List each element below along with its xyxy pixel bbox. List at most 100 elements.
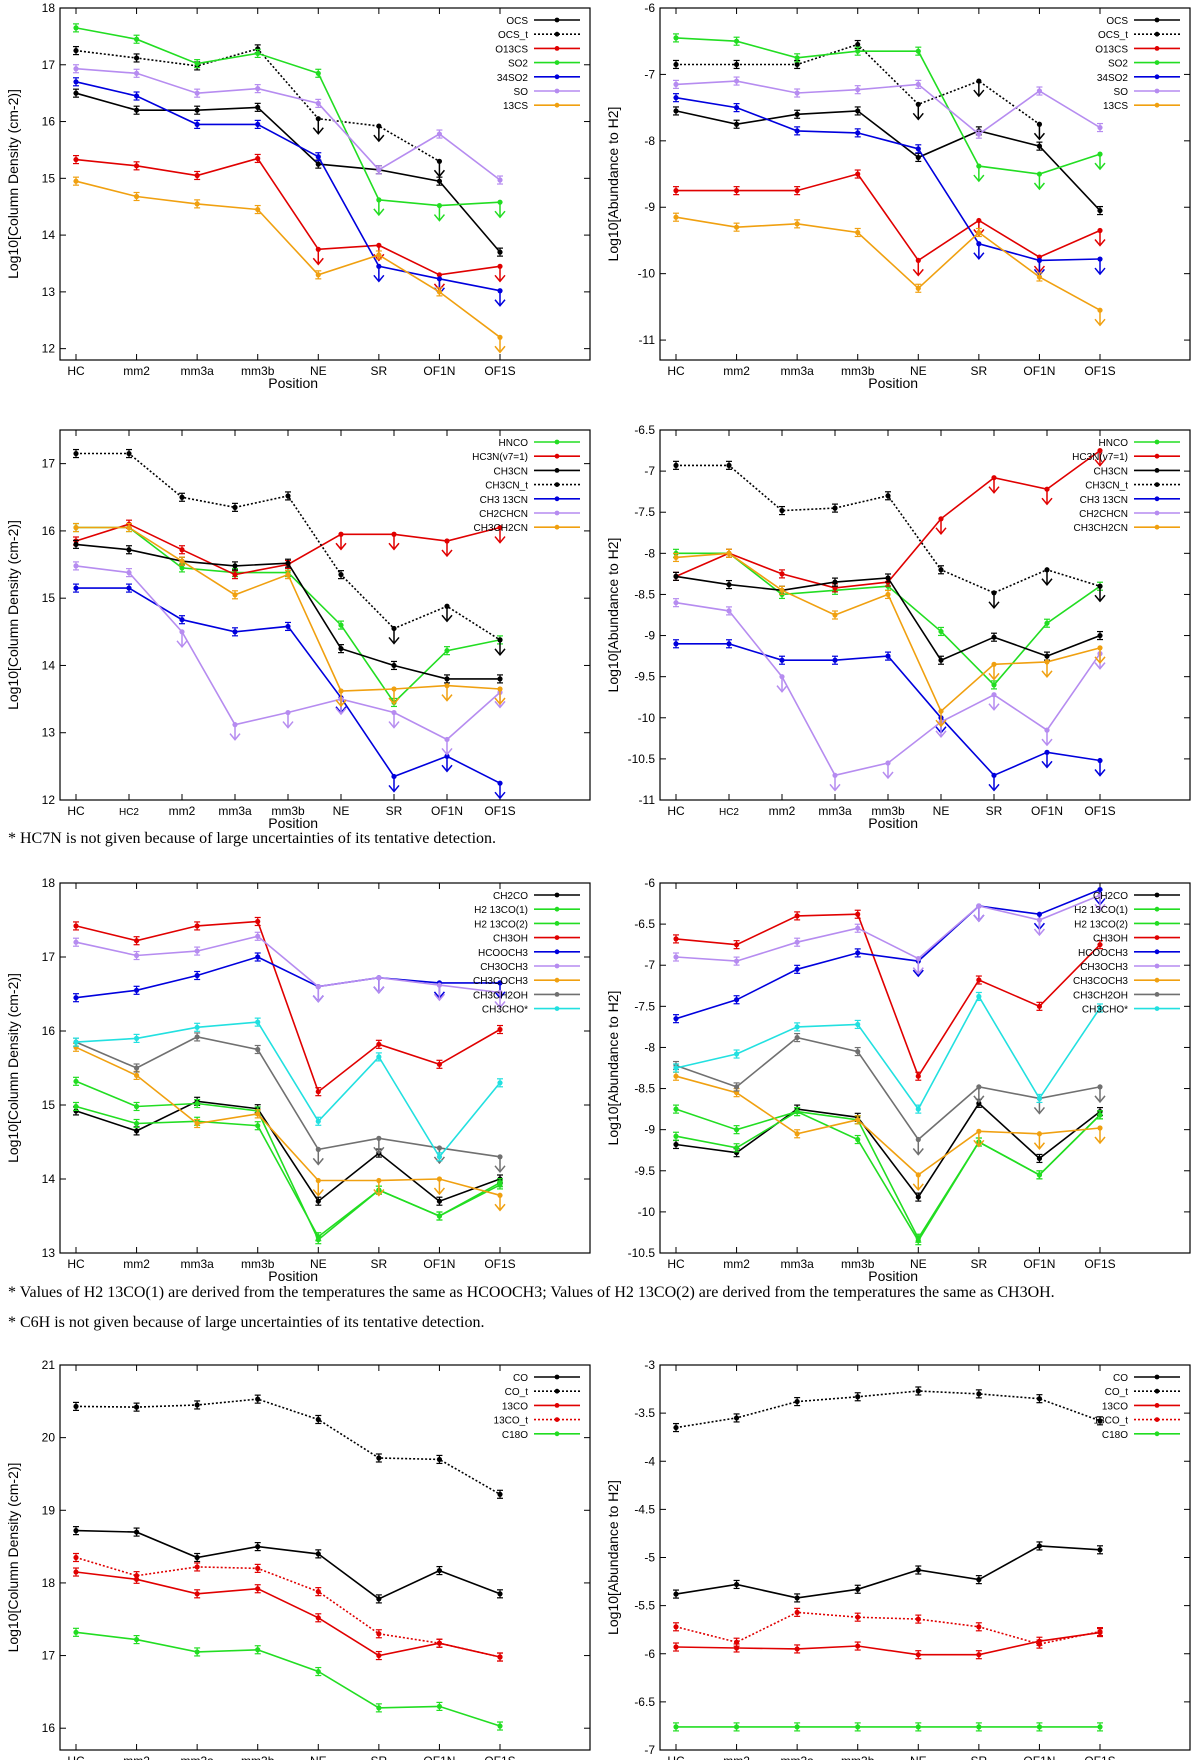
x-tick-label: mm3b bbox=[871, 804, 905, 818]
upper-limit-arrow bbox=[312, 257, 324, 266]
upper-limit-arrow bbox=[433, 1187, 446, 1196]
legend-label: O13CS bbox=[1095, 44, 1128, 55]
legend-marker bbox=[1154, 1374, 1160, 1380]
series-o13cs bbox=[73, 153, 506, 292]
x-tick-label: OF1N bbox=[1023, 364, 1055, 378]
series-ch3ch2oh bbox=[73, 1032, 506, 1173]
x-tick-label: OF1S bbox=[484, 1754, 515, 1760]
y-tick-label: -7 bbox=[644, 1743, 655, 1757]
upper-limit-arrow bbox=[912, 967, 924, 975]
y-tick-label: -9.5 bbox=[634, 670, 655, 684]
legend-label: CH3OH bbox=[493, 934, 528, 945]
series-o13cs bbox=[673, 169, 1106, 277]
series-line bbox=[675, 1075, 1101, 1176]
upper-limit-arrow bbox=[935, 719, 947, 728]
x-tick-label: OF1S bbox=[1084, 804, 1115, 818]
legend-label: CH2CO bbox=[1093, 891, 1128, 902]
legend-marker bbox=[1154, 1403, 1160, 1408]
legend-marker bbox=[554, 892, 560, 898]
upper-limit-arrow bbox=[441, 694, 453, 702]
x-tick-label: NE bbox=[910, 364, 927, 378]
x-tick-label: HC bbox=[667, 804, 685, 818]
legend-marker bbox=[554, 963, 560, 969]
y-tick-label: 17 bbox=[42, 1649, 56, 1663]
upper-limit-arrow bbox=[388, 697, 400, 706]
legend-label: HC3N(v7=1) bbox=[1072, 452, 1128, 463]
x-tick-label: SR bbox=[371, 1754, 388, 1760]
legend-label: CH3CN bbox=[494, 466, 528, 477]
legend-marker bbox=[1154, 74, 1160, 80]
upper-limit-arrow bbox=[1094, 459, 1106, 467]
legend-marker bbox=[1154, 31, 1160, 37]
series-co-t bbox=[73, 1394, 503, 1499]
upper-limit-arrow bbox=[441, 764, 453, 773]
series-ch3cn-t bbox=[73, 448, 506, 657]
y-tick-label: 14 bbox=[42, 228, 56, 242]
legend-marker bbox=[554, 1006, 560, 1011]
upper-limit-arrow bbox=[312, 127, 324, 135]
x-axis-title: Position bbox=[268, 375, 318, 391]
x-tick-label: OF1N bbox=[423, 364, 455, 378]
legend-marker bbox=[554, 949, 560, 955]
y-tick-label: 15 bbox=[42, 171, 56, 185]
legend-label: CH3CHO* bbox=[1082, 1005, 1128, 1016]
series-hnco bbox=[673, 548, 1103, 690]
series-so2 bbox=[673, 33, 1106, 191]
x-tick-label: OF1S bbox=[484, 1257, 515, 1271]
series-line bbox=[675, 96, 1101, 262]
upper-limit-arrow bbox=[312, 1188, 324, 1197]
legend-label: HCOOCH3 bbox=[1078, 948, 1128, 959]
x-tick-label: OF1N bbox=[431, 804, 463, 818]
y-tick-label: -3 bbox=[644, 1358, 655, 1372]
y-axis-title: Log10[Abundance to H2] bbox=[605, 538, 621, 693]
upper-limit-arrow bbox=[388, 542, 400, 551]
legend-label: 13CO_t bbox=[1094, 1416, 1129, 1427]
x-axis-title: Position bbox=[868, 1268, 918, 1284]
legend-label: H2 13CO(1) bbox=[474, 905, 528, 916]
legend-label: OCS bbox=[506, 16, 528, 27]
series-ch3cn bbox=[73, 539, 503, 684]
x-tick-label: mm3a bbox=[780, 1754, 814, 1760]
y-axis-title: Log10[Column Density (cm-2)] bbox=[5, 520, 21, 710]
upper-limit-arrow bbox=[1094, 662, 1106, 670]
note-c6h: * C6H is not given because of large unce… bbox=[8, 1314, 485, 1331]
series-line bbox=[675, 913, 1101, 1078]
series-line bbox=[75, 1529, 501, 1600]
y-tick-label: -8.5 bbox=[634, 587, 655, 601]
x-tick-label: mm2 bbox=[123, 1754, 150, 1760]
x-tick-label: OF1N bbox=[1023, 1754, 1055, 1760]
y-tick-label: 17 bbox=[42, 950, 56, 964]
legend-label: 13CO_t bbox=[494, 1416, 529, 1427]
upper-limit-arrow bbox=[973, 89, 985, 98]
upper-limit-arrow bbox=[988, 486, 1000, 494]
y-axis-title: Log10[Column Density (cm-2)] bbox=[5, 89, 21, 279]
legend-marker bbox=[1154, 935, 1160, 940]
series-34so2 bbox=[73, 77, 506, 307]
y-tick-label: -6.5 bbox=[634, 1695, 655, 1709]
series-line bbox=[75, 1398, 501, 1495]
y-tick-label: 14 bbox=[42, 1172, 56, 1186]
x-tick-label: SR bbox=[986, 804, 1003, 818]
upper-limit-arrow bbox=[912, 1148, 924, 1156]
legend-label: CH3OCH3 bbox=[1080, 962, 1128, 973]
plot-frame bbox=[659, 7, 1191, 361]
y-tick-label: 15 bbox=[42, 591, 56, 605]
upper-limit-arrow bbox=[373, 208, 385, 217]
legend-label: 34SO2 bbox=[1097, 73, 1129, 84]
series-line bbox=[75, 1105, 501, 1238]
chart-p4: -6.5 -7 -7.5 -8 -8.5 -9 -9.5 -10 -10.5 -11 HC HC2 mm… bbox=[605, 423, 1191, 831]
legend: HNCO HC3N(v7=1) CH3CN CH3CN_t CH3 13CN CH2CHC… bbox=[1072, 438, 1180, 534]
series-ch3cn-t bbox=[673, 460, 1106, 609]
x-tick-label: HC bbox=[667, 1257, 685, 1271]
x-tick-label: NE bbox=[910, 1754, 927, 1760]
upper-limit-arrow bbox=[912, 112, 924, 121]
series-co bbox=[73, 1526, 503, 1604]
series-line bbox=[675, 1611, 1101, 1645]
upper-limit-arrow bbox=[1041, 578, 1053, 586]
upper-limit-arrow bbox=[935, 730, 947, 739]
series-line bbox=[75, 1021, 501, 1159]
x-tick-label: mm3b bbox=[241, 1257, 275, 1271]
upper-limit-arrow bbox=[1041, 497, 1053, 506]
legend-marker bbox=[1154, 906, 1160, 912]
